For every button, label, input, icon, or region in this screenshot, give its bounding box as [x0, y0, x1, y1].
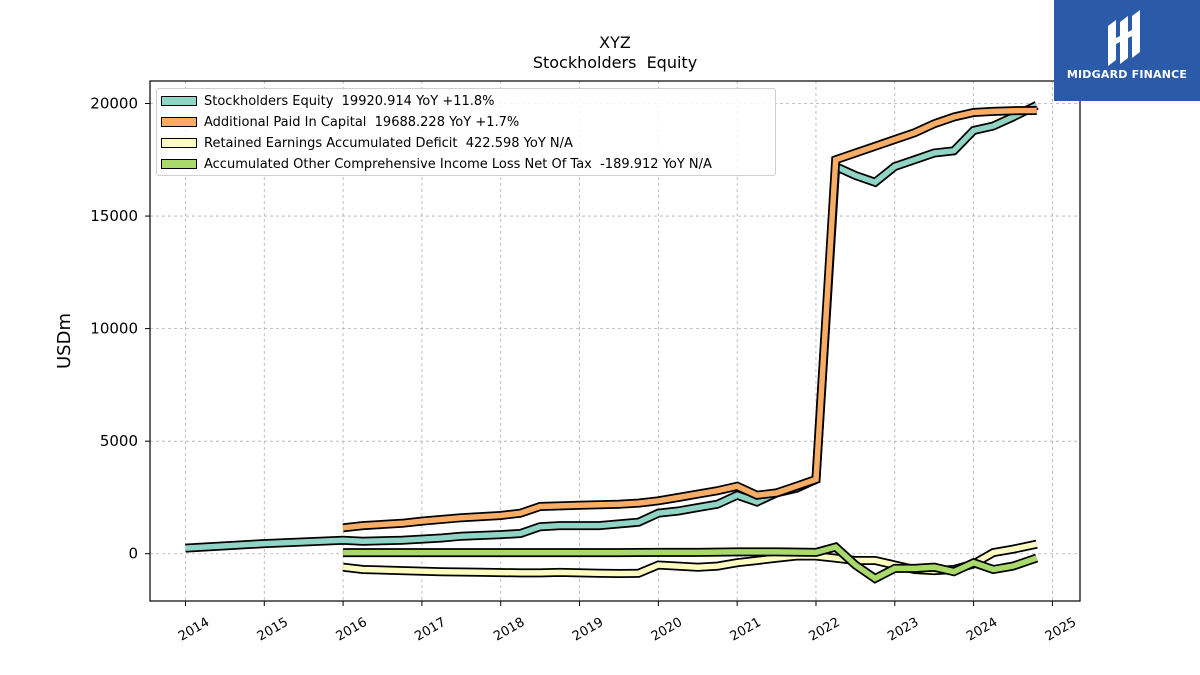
y-tick-label: 5000 [100, 432, 138, 450]
legend-label: Retained Earnings Accumulated Deficit 42… [204, 135, 573, 151]
y-tick-label: 10000 [90, 320, 138, 338]
x-tick-label: 2020 [649, 615, 685, 645]
legend-label: Accumulated Other Comprehensive Income L… [204, 156, 712, 172]
legend-label: Additional Paid In Capital 19688.228 YoY… [204, 114, 520, 130]
legend-swatch [161, 117, 197, 127]
y-axis-label: USDm [54, 313, 75, 369]
x-tick-label: 2018 [491, 615, 527, 645]
legend-item: Accumulated Other Comprehensive Income L… [161, 155, 712, 173]
logo-text: MIDGARD FINANCE [1066, 68, 1188, 81]
legend-swatch [161, 159, 197, 169]
x-tick-label: 2016 [334, 615, 370, 645]
chart-legend: Stockholders Equity 19920.914 YoY +11.8%… [156, 88, 776, 176]
x-tick-label: 2015 [255, 615, 291, 645]
legend-item: Retained Earnings Accumulated Deficit 42… [161, 134, 573, 152]
x-tick-label: 2017 [412, 615, 448, 645]
legend-swatch [161, 96, 197, 106]
series-0-line [185, 102, 1038, 551]
logo-mark-icon [1108, 10, 1140, 66]
series-3-line [343, 543, 1038, 582]
plot-frame [149, 80, 1081, 602]
series-lines [185, 101, 1039, 584]
y-tick-label: 0 [128, 545, 138, 563]
x-tick-label: 2023 [885, 615, 921, 645]
x-tick-label: 2019 [570, 615, 606, 645]
y-tick-label: 20000 [90, 95, 138, 113]
legend-swatch [161, 138, 197, 148]
y-tick-label: 15000 [90, 207, 138, 225]
legend-item: Additional Paid In Capital 19688.228 YoY… [161, 113, 519, 131]
x-tick-label: 2014 [176, 615, 212, 645]
x-tick-label: 2021 [728, 615, 764, 645]
legend-label: Stockholders Equity 19920.914 YoY +11.8% [204, 93, 495, 109]
series-1-line [342, 107, 1037, 531]
axis-ticks: 2014 2015 2016 2017 2018 2019 2020 2021 2022 2023… [90, 95, 1079, 645]
legend-item: Stockholders Equity 19920.914 YoY +11.8% [161, 92, 495, 110]
x-tick-label: 2025 [1043, 615, 1079, 645]
chart-subtitle: Stockholders Equity [533, 53, 697, 72]
chart-title: XYZ [599, 33, 631, 52]
x-tick-label: 2022 [806, 615, 842, 645]
x-tick-label: 2024 [964, 615, 1000, 645]
brand-logo: MIDGARD FINANCE [1054, 0, 1200, 101]
